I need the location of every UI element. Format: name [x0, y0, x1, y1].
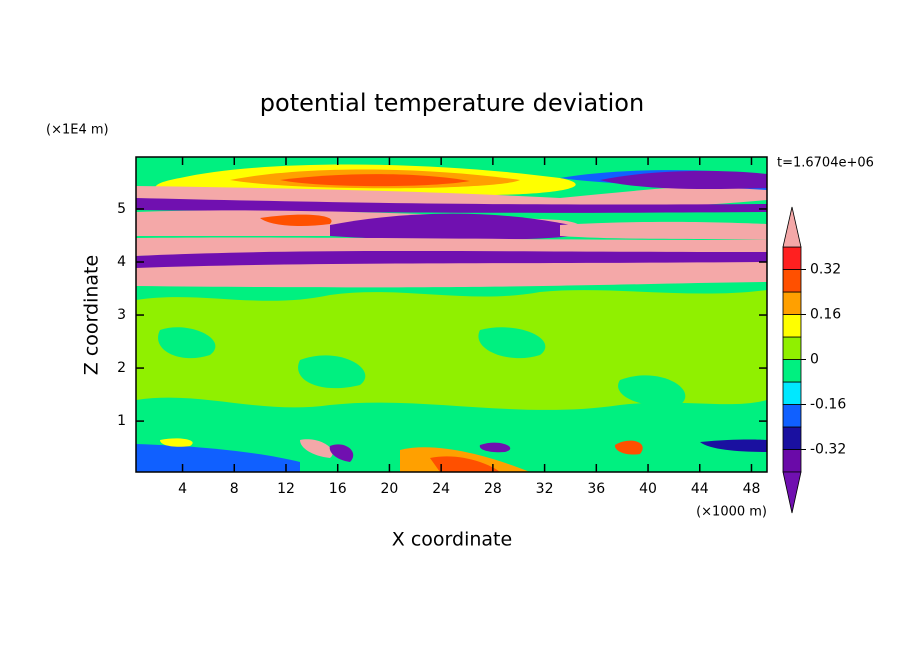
- colorbar-under: [782, 471, 802, 514]
- x-unit: (×1000 m): [696, 505, 767, 520]
- contour-region: [430, 456, 500, 472]
- x-tick-label: 48: [743, 481, 761, 497]
- x-tick-label: 16: [329, 481, 347, 497]
- contour-field: [136, 157, 767, 472]
- x-tick-label: 24: [432, 481, 450, 497]
- contour-region: [329, 444, 354, 462]
- x-tick-label: 12: [277, 481, 295, 497]
- y-tick-label: 4: [117, 254, 126, 270]
- y-tick-label: 1: [117, 413, 126, 429]
- x-tick-label: 36: [587, 481, 605, 497]
- colorbar-tick-label: 0: [810, 352, 819, 368]
- x-tick-label: 4: [178, 481, 187, 497]
- contour-region: [618, 375, 686, 406]
- x-tick-label: 40: [639, 481, 657, 497]
- contour-region: [298, 355, 366, 389]
- contour-region: [136, 198, 767, 213]
- colorbar-segment: [782, 336, 802, 360]
- contour-region: [136, 237, 767, 256]
- contour-region: [300, 439, 333, 458]
- colorbar-segment: [782, 314, 802, 338]
- y-tick-label: 2: [117, 360, 126, 376]
- colorbar-segment: [782, 291, 802, 315]
- contour-region: [136, 262, 767, 288]
- x-tick-label: 8: [230, 481, 239, 497]
- contour-region: [600, 170, 767, 190]
- contour-region: [478, 327, 546, 359]
- contour-region: [614, 440, 643, 455]
- x-tick-label: 44: [691, 481, 709, 497]
- contour-region: [160, 438, 193, 447]
- annotation: t=1.6704e+06: [777, 156, 874, 171]
- contour-region: [560, 221, 767, 240]
- colorbar-segment: [782, 426, 802, 450]
- x-tick-label: 32: [536, 481, 554, 497]
- contour-region: [136, 290, 767, 440]
- colorbar-segment: [782, 246, 802, 270]
- colorbar-segment: [782, 269, 802, 293]
- x-tick-label: 20: [381, 481, 399, 497]
- contour-region: [158, 327, 216, 359]
- colorbar-segment: [782, 359, 802, 383]
- contour-region: [260, 214, 332, 226]
- colorbar-tick-label: -0.16: [810, 397, 846, 413]
- colorbar-over: [782, 206, 802, 248]
- colorbar-tick-label: 0.32: [810, 262, 841, 278]
- y-tick-label: 3: [117, 307, 126, 323]
- chart-title: potential temperature deviation: [260, 89, 644, 117]
- y-tick-label: 5: [117, 201, 126, 217]
- contour-region: [700, 439, 767, 452]
- y-unit: (×1E4 m): [46, 123, 109, 138]
- colorbar-segment: [782, 381, 802, 405]
- colorbar-tick-label: -0.32: [810, 442, 846, 458]
- contour-region: [136, 397, 767, 440]
- colorbar-segment: [782, 449, 802, 473]
- contour-region: [280, 174, 470, 187]
- colorbar-segment: [782, 404, 802, 428]
- colorbar-tick-label: 0.16: [810, 307, 841, 323]
- x-tick-label: 28: [484, 481, 502, 497]
- y-axis-label: Z coordinate: [81, 255, 103, 375]
- contour-region: [479, 442, 511, 453]
- contour-region: [330, 213, 600, 241]
- x-axis-label: X coordinate: [392, 529, 512, 551]
- contour-region: [136, 444, 300, 472]
